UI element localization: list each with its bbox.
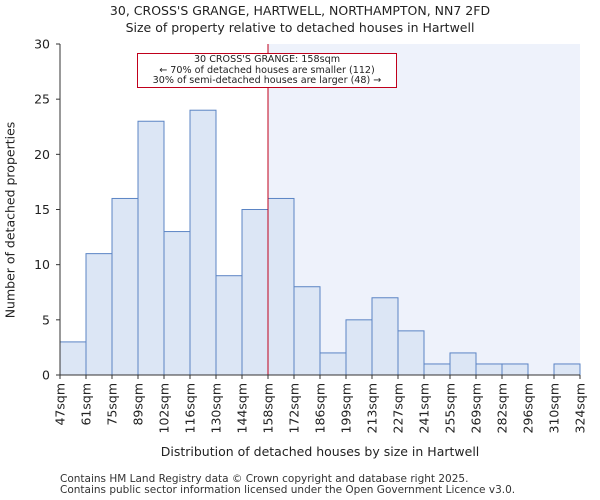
x-axis-label: Distribution of detached houses by size … (160, 444, 480, 459)
bar-310sqm (553, 363, 581, 376)
bar-158sqm (267, 197, 295, 376)
y-tick-label: 30 (34, 37, 50, 52)
marker-annotation: 30 CROSS'S GRANGE: 158sqm ← 70% of detac… (137, 53, 397, 88)
y-tick-label: 10 (34, 257, 50, 272)
footer-line-1: Contains HM Land Registry data © Crown c… (60, 473, 469, 485)
x-tick-label: 172sqm (287, 383, 302, 433)
bar-144sqm (241, 209, 269, 376)
bar-61sqm (85, 253, 113, 376)
annotation-line-1: 30 CROSS'S GRANGE: 158sqm (193, 54, 341, 65)
x-tick-label: 89sqm (131, 383, 146, 426)
x-tick-label: 47sqm (53, 383, 68, 426)
y-tick-label: 0 (42, 368, 50, 383)
bar-116sqm (189, 109, 217, 376)
x-tick-label: 227sqm (391, 383, 406, 433)
x-tick-label: 255sqm (443, 383, 458, 433)
y-axis-label: Number of detached properties (2, 121, 18, 319)
bar-75sqm (111, 197, 139, 376)
x-tick-label: 269sqm (469, 383, 484, 433)
bar-255sqm (449, 352, 477, 376)
bar-282sqm (501, 363, 529, 376)
bar-102sqm (163, 231, 191, 376)
x-tick-label: 102sqm (157, 383, 172, 433)
x-tick-label: 186sqm (313, 383, 328, 433)
y-tick-label: 5 (42, 312, 50, 327)
x-tick-label: 324sqm (573, 383, 588, 433)
x-tick-label: 241sqm (417, 383, 432, 433)
annotation-line-2: ← 70% of detached houses are smaller (11… (159, 64, 375, 76)
bar-241sqm (423, 363, 451, 376)
x-tick-label: 61sqm (79, 383, 94, 426)
bar-172sqm (293, 286, 321, 376)
chart-subtitle: Size of property relative to detached ho… (125, 20, 475, 35)
y-tick-label: 15 (34, 202, 50, 217)
x-tick-label: 282sqm (495, 383, 510, 433)
x-tick-label: 144sqm (235, 383, 250, 433)
x-tick-label: 130sqm (209, 383, 224, 433)
x-tick-label: 75sqm (105, 383, 120, 426)
bar-186sqm (319, 352, 347, 376)
x-tick-label: 213sqm (365, 383, 380, 433)
footer-line-2: Contains public sector information licen… (60, 484, 516, 496)
y-tick-label: 20 (34, 147, 50, 162)
y-tick-label: 25 (34, 92, 50, 107)
bar-130sqm (215, 275, 243, 376)
x-tick-label: 310sqm (547, 383, 562, 433)
bar-227sqm (397, 330, 425, 376)
x-tick-label: 116sqm (183, 383, 198, 433)
chart-title: 30, CROSS'S GRANGE, HARTWELL, NORTHAMPTO… (109, 3, 491, 18)
bar-47sqm (59, 341, 87, 376)
bar-89sqm (137, 120, 165, 376)
x-tick-label: 199sqm (339, 383, 354, 433)
bar-269sqm (475, 363, 503, 376)
bar-199sqm (345, 319, 373, 376)
x-tick-label: 158sqm (261, 383, 276, 433)
bar-213sqm (371, 297, 399, 376)
annotation-line-3: 30% of semi-detached houses are larger (… (152, 75, 382, 87)
x-tick-label: 296sqm (521, 383, 536, 433)
